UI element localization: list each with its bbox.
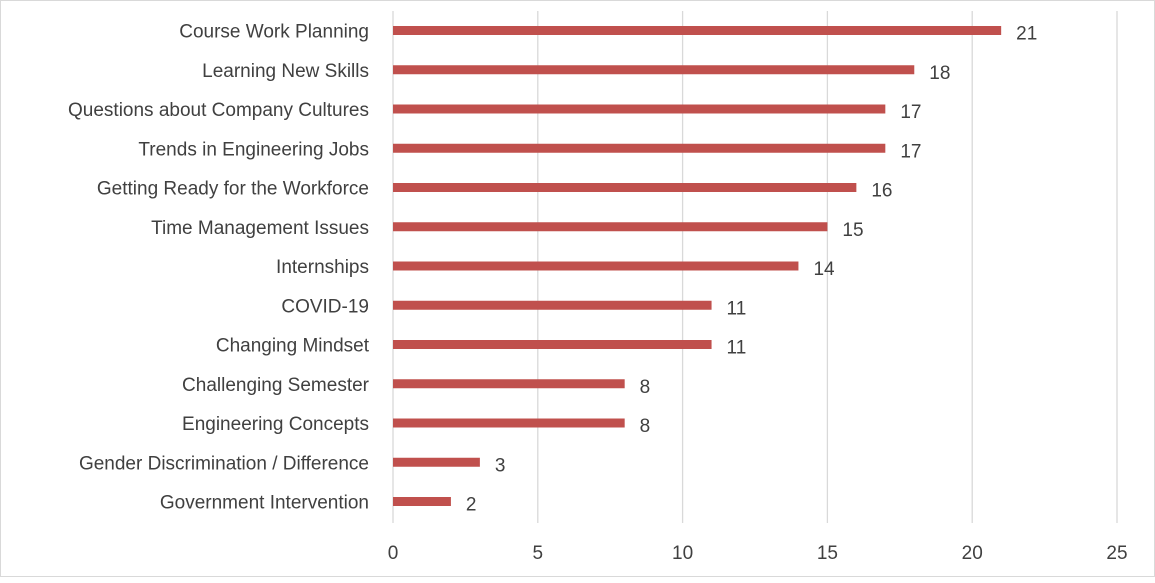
data-label: 14: [813, 259, 835, 280]
data-labels: 21 18 17 17 16 15 14 11 11 8 8 32: [466, 24, 1037, 516]
data-label: 8: [640, 416, 651, 437]
data-label: 8: [640, 377, 651, 398]
data-label: 3: [495, 455, 506, 476]
data-label: 11: [727, 338, 747, 359]
bar: [393, 497, 451, 506]
data-label: 2: [466, 495, 477, 516]
x-axis-ticks: 0 5 10 15 20 25: [388, 543, 1128, 564]
x-tick-label: 25: [1106, 543, 1127, 564]
data-label: 15: [842, 220, 863, 241]
data-label: 17: [900, 141, 921, 162]
x-tick-label: 10: [672, 543, 693, 564]
bar: [393, 300, 712, 310]
bar: [393, 143, 886, 153]
data-label: 16: [871, 181, 892, 202]
bar: [393, 457, 480, 467]
bar: [393, 379, 625, 389]
x-tick-label: 0: [388, 543, 399, 564]
bar: [393, 26, 1002, 35]
bar: [393, 65, 915, 75]
category-labels: Course Work Planning Learning New Skills Q…: [68, 22, 370, 514]
category-label: Getting Ready for the Workforce: [97, 179, 369, 200]
bar: [393, 183, 857, 192]
bar: [393, 418, 625, 428]
bar: [393, 340, 712, 349]
x-tick-label: 15: [817, 543, 838, 564]
data-label: 17: [900, 102, 921, 123]
category-label: Course Work Planning: [179, 22, 369, 43]
data-label: 21: [1016, 24, 1037, 45]
data-label: 18: [929, 63, 950, 84]
category-label: Trends in Engineering Jobs: [138, 139, 369, 160]
bar: [393, 104, 886, 114]
category-label: Questions about Company Cultures: [68, 100, 369, 121]
category-label: Gender Discrimination / Difference: [79, 453, 369, 474]
bar: [393, 222, 828, 232]
category-label: COVID-19: [281, 296, 369, 317]
category-label: Engineering Concepts: [182, 414, 369, 435]
category-label: Challenging Semester: [182, 375, 370, 396]
bars: [393, 26, 1002, 506]
x-tick-label: 20: [962, 543, 983, 564]
data-label: 11: [727, 298, 747, 319]
category-label: Internships: [276, 257, 369, 278]
x-tick-label: 5: [533, 543, 544, 564]
category-label: Government Intervention: [160, 493, 369, 514]
bar: [393, 261, 799, 271]
category-label: Changing Mindset: [216, 336, 370, 357]
category-label: Learning New Skills: [202, 61, 369, 82]
category-label: Time Management Issues: [151, 218, 369, 239]
